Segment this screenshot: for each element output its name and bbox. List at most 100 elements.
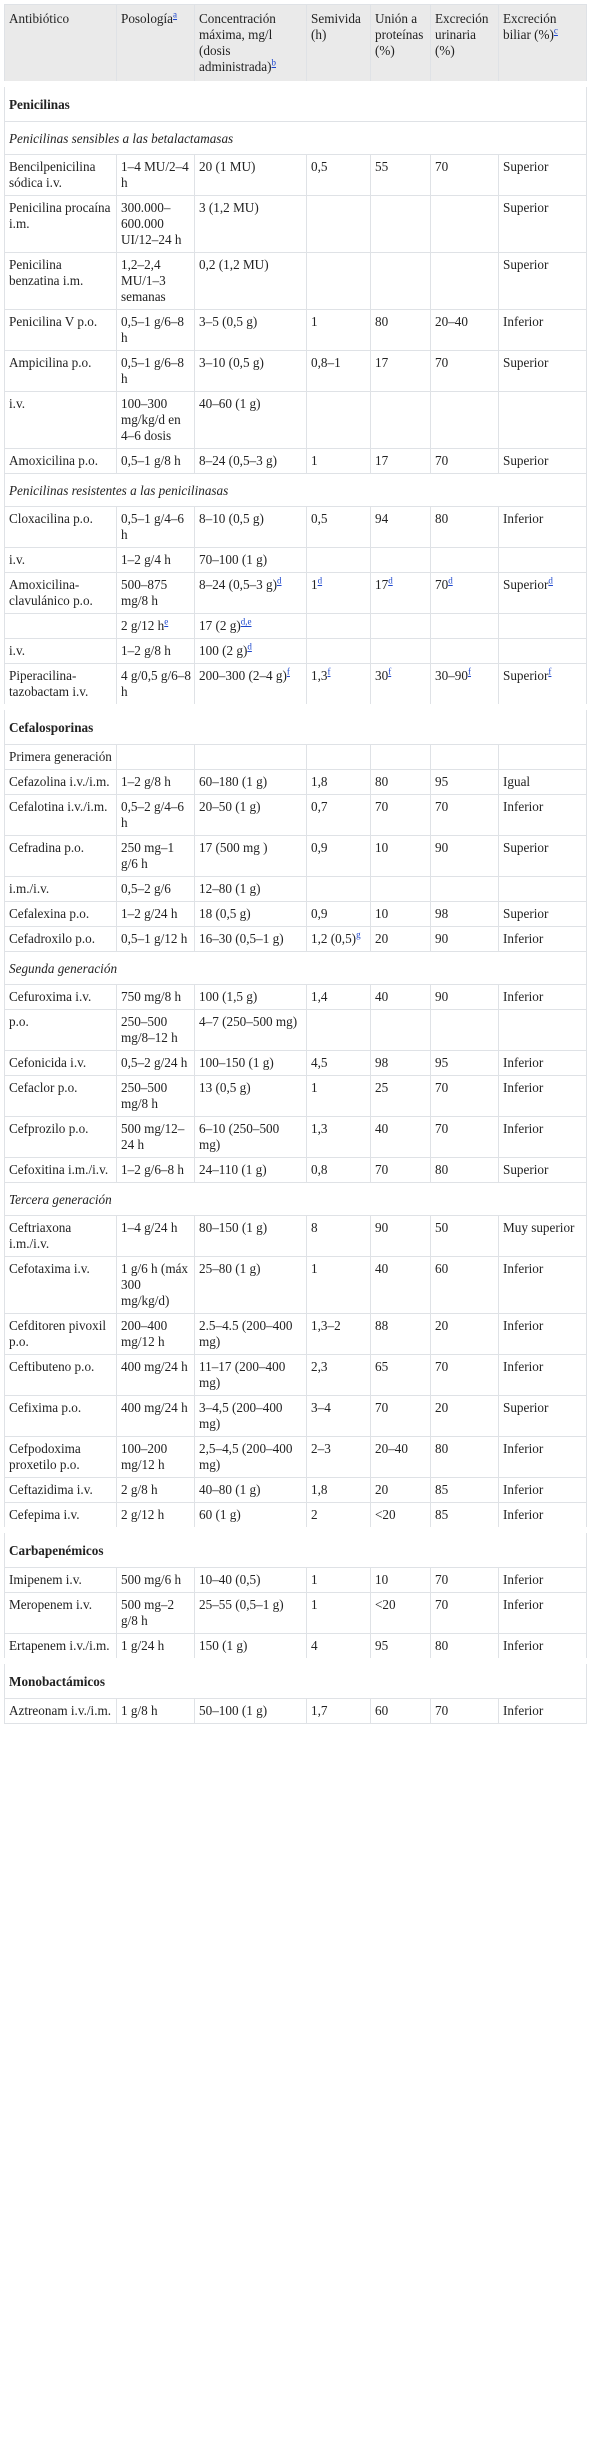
cell-text: 1,8 xyxy=(311,774,328,789)
footnote-link[interactable]: d xyxy=(388,575,393,586)
cell-semivida: 1,8 xyxy=(306,1477,371,1503)
cell-text: Cefalotina i.v./i.m. xyxy=(9,799,108,814)
footnote-link[interactable]: f xyxy=(548,666,552,677)
footnote-link[interactable]: d xyxy=(317,575,323,586)
cell-semivida: 1,4 xyxy=(306,984,371,1010)
cell-semivida: 1,3–2 xyxy=(306,1313,371,1355)
table-row: i.v. 100–300 mg/kg/d en 4–6 dosis 40–60 (1… xyxy=(4,391,587,449)
cell-text: 16–30 (0,5–1 g) xyxy=(199,931,284,946)
cell-text: 17 (500 mg ) xyxy=(199,840,268,855)
cell-text: Inferior xyxy=(503,989,544,1004)
footnote-link[interactable]: f xyxy=(286,666,290,677)
cell-excrecion-biliar: Inferior xyxy=(498,309,587,351)
cell-excrecion-biliar: Superior xyxy=(498,154,587,196)
cell-concentracion: 20–50 (1 g) xyxy=(194,794,307,836)
cell-union-proteinas: <20 xyxy=(370,1502,431,1531)
cell-union-proteinas: 98 xyxy=(370,1050,431,1076)
footnote-link-a[interactable]: a xyxy=(173,9,178,20)
cell-semivida xyxy=(306,744,371,770)
cell-union-proteinas: 70 xyxy=(370,1395,431,1437)
cell-text: Inferior xyxy=(503,931,544,946)
cell-excrecion-biliar: Superior xyxy=(498,835,587,877)
cell-excrecion-biliar: Superior xyxy=(498,195,587,253)
cell-text: <20 xyxy=(375,1507,396,1522)
footnote-link[interactable]: e xyxy=(164,616,169,627)
subsection-row: Penicilinas resistentes a las penicilina… xyxy=(4,473,587,507)
cell-text: i.v. xyxy=(9,396,25,411)
cell-text: Inferior xyxy=(503,1318,544,1333)
cell-excrecion-urinaria: 80 xyxy=(430,1157,499,1183)
table-row: Ertapenem i.v./i.m. 1 g/24 h 150 (1 g) 4 95 8… xyxy=(4,1633,587,1662)
cell-concentracion: 16–30 (0,5–1 g) xyxy=(194,926,307,952)
cell-text: Ampicilina p.o. xyxy=(9,355,92,370)
cell-union-proteinas: 55 xyxy=(370,154,431,196)
cell-posologia: 4 g/0,5 g/6–8 h xyxy=(116,663,195,708)
cell-excrecion-urinaria: 70 xyxy=(430,1592,499,1634)
cell-text: 80 xyxy=(435,511,449,526)
footnote-link[interactable]: d xyxy=(548,575,553,586)
footnote-link[interactable]: g xyxy=(356,929,361,940)
cell-concentracion: 12–80 (1 g) xyxy=(194,876,307,902)
footnote-link[interactable]: d,e xyxy=(240,616,252,627)
cell-union-proteinas xyxy=(370,638,431,664)
cell-text: Cefotaxima i.v. xyxy=(9,1261,90,1276)
cell-antibiotico: i.v. xyxy=(4,547,117,573)
cell-excrecion-biliar: Inferior xyxy=(498,1116,587,1158)
table-row: Cefuroxima i.v. 750 mg/8 h 100 (1,5 g) 1,4 4… xyxy=(4,984,587,1010)
cell-text: 60 xyxy=(435,1261,449,1276)
cell-text: 95 xyxy=(435,774,449,789)
footnote-link[interactable]: f xyxy=(388,666,392,677)
cell-posologia xyxy=(116,744,195,770)
table-row: Ceftibuteno p.o. 400 mg/24 h 11–17 (200–40… xyxy=(4,1354,587,1396)
footnote-link[interactable]: f xyxy=(327,666,331,677)
cell-concentracion: 150 (1 g) xyxy=(194,1633,307,1662)
cell-union-proteinas xyxy=(370,613,431,639)
cell-semivida xyxy=(306,1009,371,1051)
cell-text: Piperacilina-tazobactam i.v. xyxy=(9,668,89,699)
footnote-link-c[interactable]: c xyxy=(553,25,558,36)
cell-text: 1,3 xyxy=(311,1121,328,1136)
cell-text: 95 xyxy=(435,1055,449,1070)
footnote-link-b[interactable]: b xyxy=(271,57,277,68)
cell-text: 0,5–2 g/24 h xyxy=(121,1055,188,1070)
cell-text: 4,5 xyxy=(311,1055,328,1070)
footnote-link[interactable]: d xyxy=(247,641,252,652)
cell-text: Cefpodoxima proxetilo p.o. xyxy=(9,1441,81,1472)
cell-text: 1,3 xyxy=(311,668,328,683)
cell-union-proteinas: 40 xyxy=(370,1116,431,1158)
cell-text: 2,3 xyxy=(311,1359,328,1374)
footnote-link[interactable]: d xyxy=(448,575,453,586)
cell-semivida: 0,8 xyxy=(306,1157,371,1183)
footnote-link[interactable]: f xyxy=(467,666,471,677)
cell-text: 70 xyxy=(435,577,449,592)
cell-text: 17 (2 g) xyxy=(199,618,241,633)
cell-text: 100–150 (1 g) xyxy=(199,1055,274,1070)
cell-text: 2 g/12 h xyxy=(121,618,165,633)
cell-text: 18 (0,5 g) xyxy=(199,906,251,921)
cell-posologia: 0,5–2 g/6 xyxy=(116,876,195,902)
section-row: Carbapenémicos xyxy=(4,1527,587,1568)
table-row: i.m./i.v. 0,5–2 g/6 12–80 (1 g) xyxy=(4,876,587,902)
footnote-link[interactable]: d xyxy=(277,575,282,586)
cell-excrecion-biliar: Inferior xyxy=(498,984,587,1010)
cell-text: 2–3 xyxy=(311,1441,331,1456)
cell-text: 2 g/12 h xyxy=(121,1507,165,1522)
cell-antibiotico: Amoxicilina-clavulánico p.o. xyxy=(4,572,117,614)
table-row: Cefoxitina i.m./i.v. 1–2 g/6–8 h 24–110 (1… xyxy=(4,1157,587,1183)
cell-excrecion-urinaria: 70 xyxy=(430,350,499,392)
cell-text: Cefixima p.o. xyxy=(9,1400,82,1415)
cell-posologia: 0,5–1 g/6–8 h xyxy=(116,350,195,392)
cell-union-proteinas: 17 xyxy=(370,448,431,474)
cell-posologia: 200–400 mg/12 h xyxy=(116,1313,195,1355)
cell-antibiotico: Ceftriaxona i.m./i.v. xyxy=(4,1215,117,1257)
cell-text: 250–500 mg/8 h xyxy=(121,1080,168,1111)
cell-semivida: 2 xyxy=(306,1502,371,1531)
cell-text: 100–200 mg/12 h xyxy=(121,1441,168,1472)
cell-text: 250–500 mg/8–12 h xyxy=(121,1014,178,1045)
cell-antibiotico: Cefuroxima i.v. xyxy=(4,984,117,1010)
cell-excrecion-biliar: Inferior xyxy=(498,1313,587,1355)
cell-text: Amoxicilina p.o. xyxy=(9,453,99,468)
cell-text: Ertapenem i.v./i.m. xyxy=(9,1638,110,1653)
cell-text: <20 xyxy=(375,1597,396,1612)
cell-concentracion: 6–10 (250–500 mg) xyxy=(194,1116,307,1158)
